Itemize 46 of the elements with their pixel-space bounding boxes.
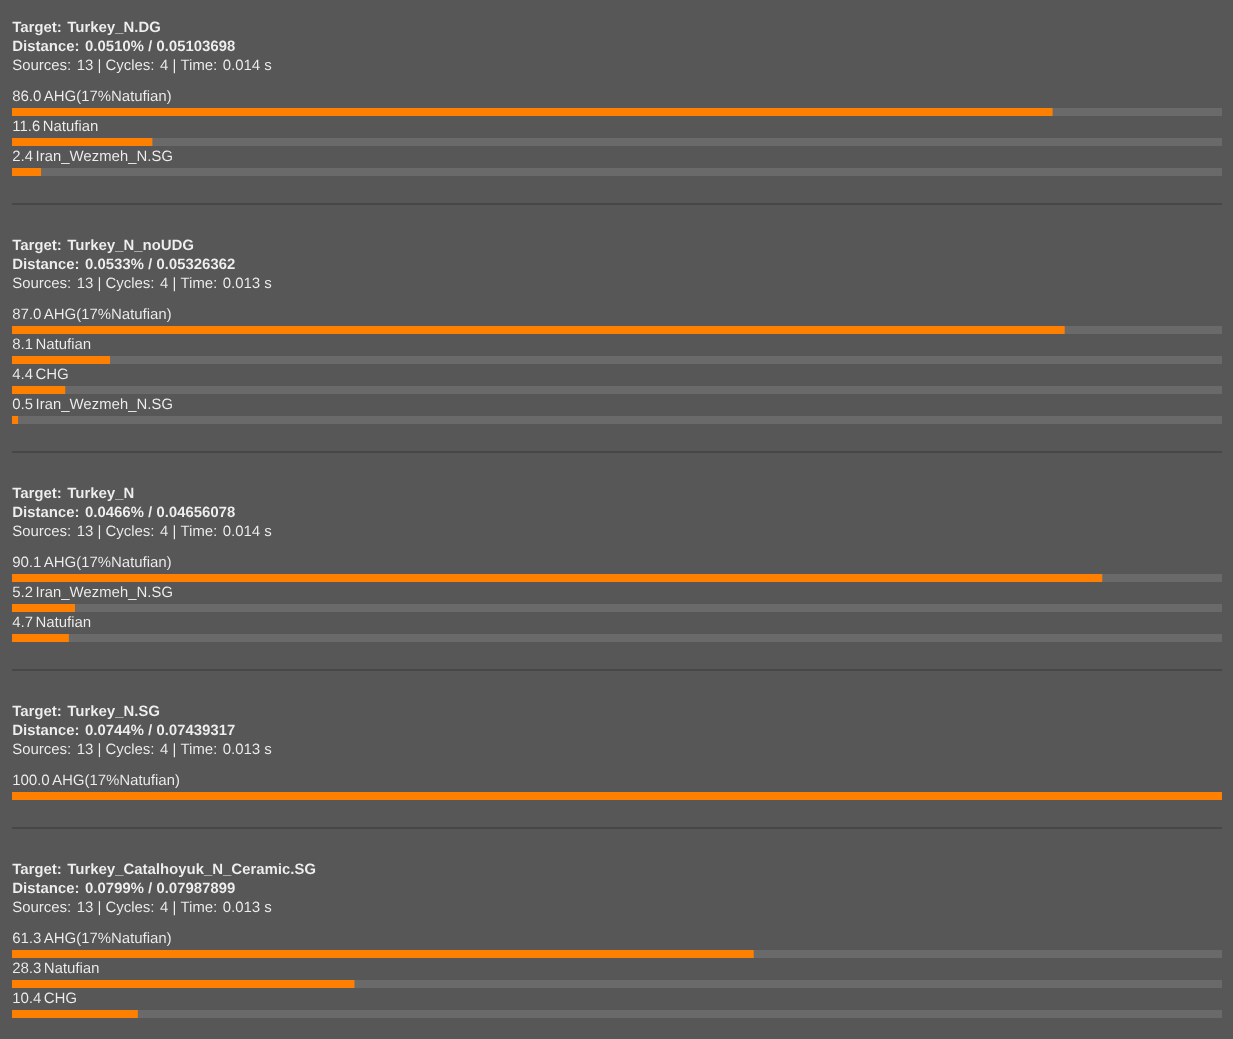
y-tick-label: CHG (36, 368, 68, 380)
chart-title: Target: Turkey_Catalhoyuk_N_Ceramic.SG (12, 863, 316, 878)
chart-title: Target: Turkey_N.DG (12, 21, 160, 36)
chart-title: Target: Turkey_N_noUDG (12, 239, 194, 254)
y-tick-label: AHG(17%Natufian) (43, 556, 171, 571)
data-label: 5.2 (12, 586, 33, 598)
y-tick-label: Natufian (43, 120, 98, 132)
chart-title: Target: Turkey_N.SG (12, 705, 160, 720)
data-label: 28.3 (13, 962, 41, 974)
bar (12, 356, 111, 364)
y-tick-label: AHG(17%Natufian) (52, 774, 179, 789)
data-label: 61.3 (13, 932, 41, 944)
data-label: 8.1 (12, 338, 33, 350)
y-tick-label: Iran_Wezmeh_N.SG (36, 150, 172, 164)
source-note: Sources: 13 | Cycles: 4 | Time: 0.013 s (12, 901, 272, 916)
y-tick-label: Iran_Wezmeh_N.SG (36, 398, 172, 412)
chart-subtitle: Distance: 0.0799% / 0.07987899 (13, 882, 235, 894)
y-tick-label: Natufian (45, 962, 99, 974)
data-label: 10.4 (13, 992, 41, 1004)
data-label: 86.0 (12, 90, 41, 102)
data-label: 87.0 (12, 308, 41, 320)
bar (12, 386, 66, 394)
y-tick-label: Natufian (36, 616, 91, 628)
data-label: 100.0 (13, 774, 50, 786)
y-tick-label: AHG(17%Natufian) (43, 90, 171, 105)
data-label: 0.5 (12, 398, 33, 410)
annotation: Sources: 13 | Cycles: 4 | Time: 0.013 s (12, 743, 272, 758)
chart-subtitle: Distance: 0.0466% / 0.04656078 (13, 506, 235, 518)
chart-subtitle: Distance: 0.0533% / 0.05326362 (13, 258, 235, 270)
y-tick-label: Iran_Wezmeh_N.SG (36, 586, 172, 600)
y-tick-label: AHG(17%Natufian) (43, 932, 171, 947)
source-note: Sources: 13 | Cycles: 4 | Time: 0.014 s (12, 59, 272, 74)
bar (12, 416, 19, 424)
y-tick-label: CHG (44, 992, 76, 1004)
source-note: Sources: 13 | Cycles: 4 | Time: 0.014 s (12, 525, 272, 540)
y-tick-label: Natufian (36, 338, 91, 350)
data-label: 90.1 (12, 556, 41, 568)
chart-title: Target: Turkey_N (12, 487, 134, 502)
data-label: 4.7 (12, 616, 33, 627)
chart-subtitle: Distance: 0.0510% / 0.05103698 (13, 40, 235, 52)
y-tick-label: AHG(17%Natufian) (43, 308, 171, 323)
data-label: 2.4 (13, 150, 33, 161)
chart-subtitle: Distance: 0.0744% / 0.07439317 (13, 724, 235, 736)
data-label: 4.4 (12, 368, 33, 379)
source-note: Sources: 13 | Cycles: 4 | Time: 0.013 s (12, 277, 272, 292)
data-label: 11.6 (13, 120, 40, 132)
